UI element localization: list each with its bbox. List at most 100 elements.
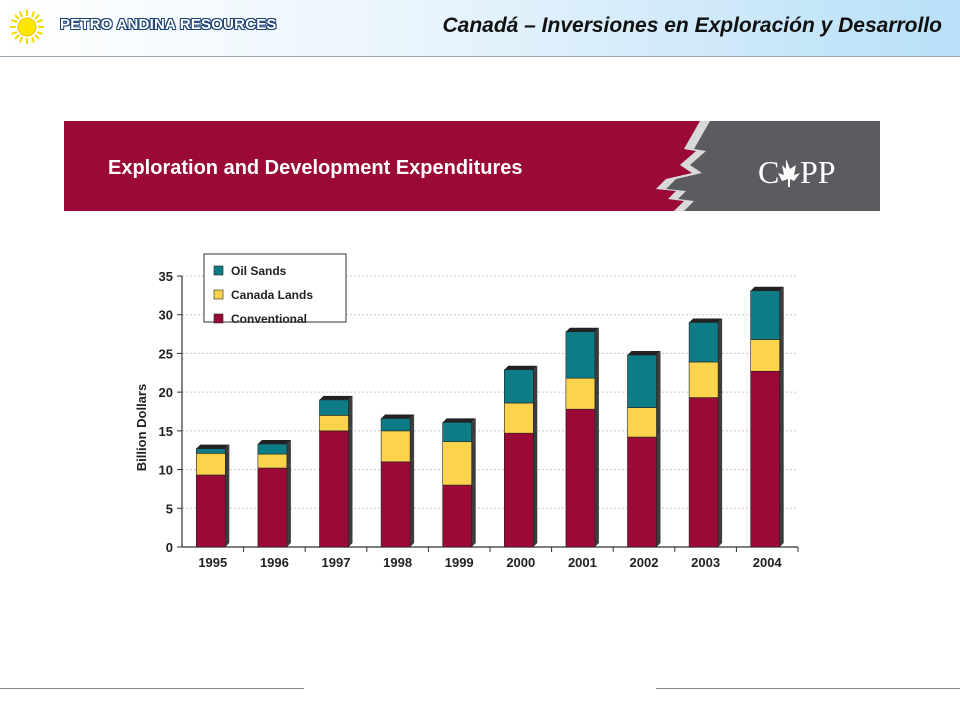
- bar-side: [225, 444, 230, 454]
- bar-segment-canada-lands: [196, 453, 226, 476]
- bar-top: [381, 414, 415, 419]
- x-tick-label: 1997: [322, 555, 351, 570]
- bar-side: [594, 405, 599, 547]
- bar-top: [319, 395, 353, 400]
- bar-side: [779, 286, 784, 340]
- bar-side: [286, 450, 291, 469]
- bar-side: [471, 437, 476, 486]
- bar-segment-canada-lands: [688, 361, 719, 398]
- bar-segment-conventional: [503, 432, 534, 548]
- bar-segment-oil-sands: [688, 322, 719, 363]
- y-tick-label: 15: [159, 424, 173, 439]
- bar-segment-conventional: [565, 408, 596, 548]
- bar-segment-oil-sands: [503, 369, 534, 404]
- bar-segment-conventional: [380, 461, 411, 548]
- y-tick-label: 25: [159, 346, 173, 361]
- capp-logo: C PP: [758, 154, 836, 190]
- x-tick-label: 1999: [445, 555, 474, 570]
- capp-banner: [64, 121, 880, 211]
- bar-segment-conventional: [442, 484, 473, 548]
- bar-segment-oil-sands: [442, 422, 473, 442]
- legend-box: [203, 253, 347, 323]
- legend-swatch: [213, 313, 224, 324]
- legend-swatch: [213, 265, 224, 276]
- bar-segment-conventional: [627, 436, 657, 548]
- bar-side: [410, 414, 415, 431]
- legend-label: Oil Sands: [231, 264, 287, 278]
- y-tick-label: 10: [159, 463, 173, 478]
- bar-segment-oil-sands: [380, 418, 411, 432]
- maple-leaf-icon: [778, 159, 800, 187]
- bar-side: [533, 429, 538, 547]
- bar-side: [594, 374, 599, 410]
- x-tick-label: 2004: [753, 555, 783, 570]
- bar-top: [627, 350, 661, 355]
- y-tick-label: 5: [166, 501, 173, 516]
- y-axis-label: Billion Dollars: [134, 384, 149, 471]
- bar-segment-oil-sands: [627, 354, 657, 408]
- legend-label: Conventional: [231, 312, 307, 326]
- x-tick-label: 2003: [691, 555, 720, 570]
- bar-segment-canada-lands: [627, 407, 657, 438]
- bar-segment-conventional: [319, 430, 349, 548]
- slide-header: PETRO ANDINA RESOURCES Canadá – Inversio…: [0, 0, 960, 57]
- bar-segment-oil-sands: [565, 331, 596, 379]
- y-tick-label: 30: [159, 308, 173, 323]
- bar-side: [533, 398, 538, 434]
- sun-logo-icon: [10, 10, 44, 44]
- y-tick-label: 0: [166, 540, 173, 555]
- bar-side: [471, 418, 476, 442]
- maple-leaf-edge: [64, 121, 700, 211]
- bar-side: [656, 433, 661, 547]
- bar-side: [656, 403, 661, 438]
- bar-side: [718, 393, 723, 547]
- x-tick-label: 1998: [383, 555, 412, 570]
- bar-segment-oil-sands: [750, 290, 781, 340]
- bar-side: [286, 440, 291, 455]
- bar-side: [225, 470, 230, 547]
- bar-top: [196, 444, 230, 449]
- bar-side: [594, 327, 599, 379]
- bar-side: [225, 449, 230, 475]
- legend-swatch: [213, 289, 224, 300]
- bar-segment-canada-lands: [565, 377, 596, 410]
- legend-label: Canada Lands: [231, 288, 313, 302]
- x-tick-label: 1996: [260, 555, 289, 570]
- bar-segment-canada-lands: [750, 339, 781, 372]
- bar-side: [656, 350, 661, 408]
- bar-segment-canada-lands: [380, 430, 411, 463]
- bar-segment-conventional: [196, 474, 226, 548]
- banner-title: Exploration and Development Expenditures: [108, 157, 523, 179]
- bar-top: [442, 418, 476, 423]
- bar-side: [718, 318, 723, 362]
- footer-divider-left: [0, 688, 304, 689]
- bar-segment-canada-lands: [503, 402, 534, 434]
- bar-top: [689, 318, 723, 323]
- x-tick-label: 2001: [568, 555, 597, 570]
- bar-side: [286, 464, 291, 547]
- bar-segment-oil-sands: [319, 399, 349, 416]
- bar-segment-oil-sands: [196, 448, 226, 454]
- bar-segment-canada-lands: [442, 441, 473, 486]
- x-tick-label: 2002: [630, 555, 659, 570]
- bar-side: [533, 365, 538, 403]
- slide-title: Canadá – Inversiones en Exploración y De…: [442, 14, 942, 37]
- bar-side: [410, 457, 415, 547]
- bar-side: [348, 411, 353, 431]
- bar-top: [565, 327, 599, 332]
- svg-text:C: C: [758, 154, 779, 190]
- x-tick-label: 1995: [198, 555, 227, 570]
- bar-side: [410, 426, 415, 462]
- y-tick-label: 20: [159, 385, 173, 400]
- bar-segment-canada-lands: [319, 415, 349, 432]
- bar-side: [779, 367, 784, 547]
- bar-top: [750, 286, 784, 291]
- bar-segment-oil-sands: [257, 443, 288, 455]
- bar-side: [718, 357, 723, 398]
- bar-segment-conventional: [750, 370, 781, 548]
- bar-segment-canada-lands: [257, 453, 288, 469]
- footer-divider-right: [656, 688, 960, 689]
- stacked-bar-chart: 0 5 10 15 20 25 30 35 Billion Dollars 1995 1996 199…: [134, 253, 799, 570]
- capp-logo-text: PP: [800, 154, 836, 190]
- company-name: PETRO ANDINA RESOURCES: [60, 16, 277, 33]
